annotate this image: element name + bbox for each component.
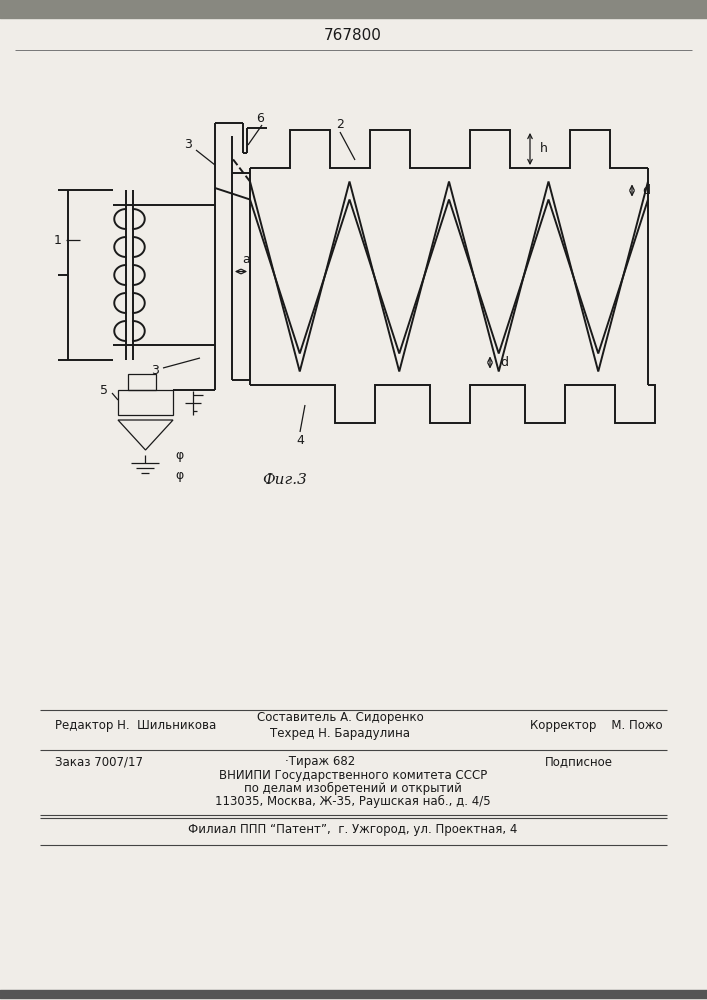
Text: 4: 4 bbox=[296, 434, 304, 446]
Text: 113035, Москва, Ж-35, Раушская наб., д. 4/5: 113035, Москва, Ж-35, Раушская наб., д. … bbox=[215, 794, 491, 808]
Text: Фиг.3: Фиг.3 bbox=[262, 473, 308, 487]
Bar bbox=[118, 390, 173, 415]
Text: d: d bbox=[642, 184, 650, 197]
Text: 3: 3 bbox=[151, 363, 159, 376]
Text: d: d bbox=[500, 356, 508, 369]
Text: Корректор    М. Пожо: Корректор М. Пожо bbox=[530, 718, 662, 732]
Text: φ: φ bbox=[176, 448, 184, 462]
Text: 5: 5 bbox=[100, 383, 108, 396]
Text: Подписное: Подписное bbox=[545, 756, 613, 768]
Text: Техред Н. Барадулина: Техред Н. Барадулина bbox=[270, 726, 410, 740]
Text: 1: 1 bbox=[54, 233, 62, 246]
Text: 767800: 767800 bbox=[324, 27, 382, 42]
Text: Филиал ППП “Патент”,  г. Ужгород, ул. Проектная, 4: Филиал ППП “Патент”, г. Ужгород, ул. Про… bbox=[188, 824, 518, 836]
Text: φ: φ bbox=[176, 468, 184, 482]
Text: Заказ 7007/17: Заказ 7007/17 bbox=[55, 756, 143, 768]
Text: 6: 6 bbox=[256, 111, 264, 124]
Text: h: h bbox=[540, 142, 548, 155]
Text: ВНИИПИ Государственного комитета СССР: ВНИИПИ Государственного комитета СССР bbox=[219, 768, 487, 782]
Bar bbox=[128, 374, 156, 390]
Text: по делам изобретений и открытий: по делам изобретений и открытий bbox=[244, 781, 462, 795]
Text: 3: 3 bbox=[184, 138, 192, 151]
Text: Редактор Н.  Шильникова: Редактор Н. Шильникова bbox=[55, 718, 216, 732]
Text: a: a bbox=[242, 253, 250, 266]
Text: ·Тираж 682: ·Тираж 682 bbox=[285, 756, 355, 768]
Text: Составитель А. Сидоренко: Составитель А. Сидоренко bbox=[257, 712, 423, 724]
Text: 2: 2 bbox=[336, 118, 344, 131]
